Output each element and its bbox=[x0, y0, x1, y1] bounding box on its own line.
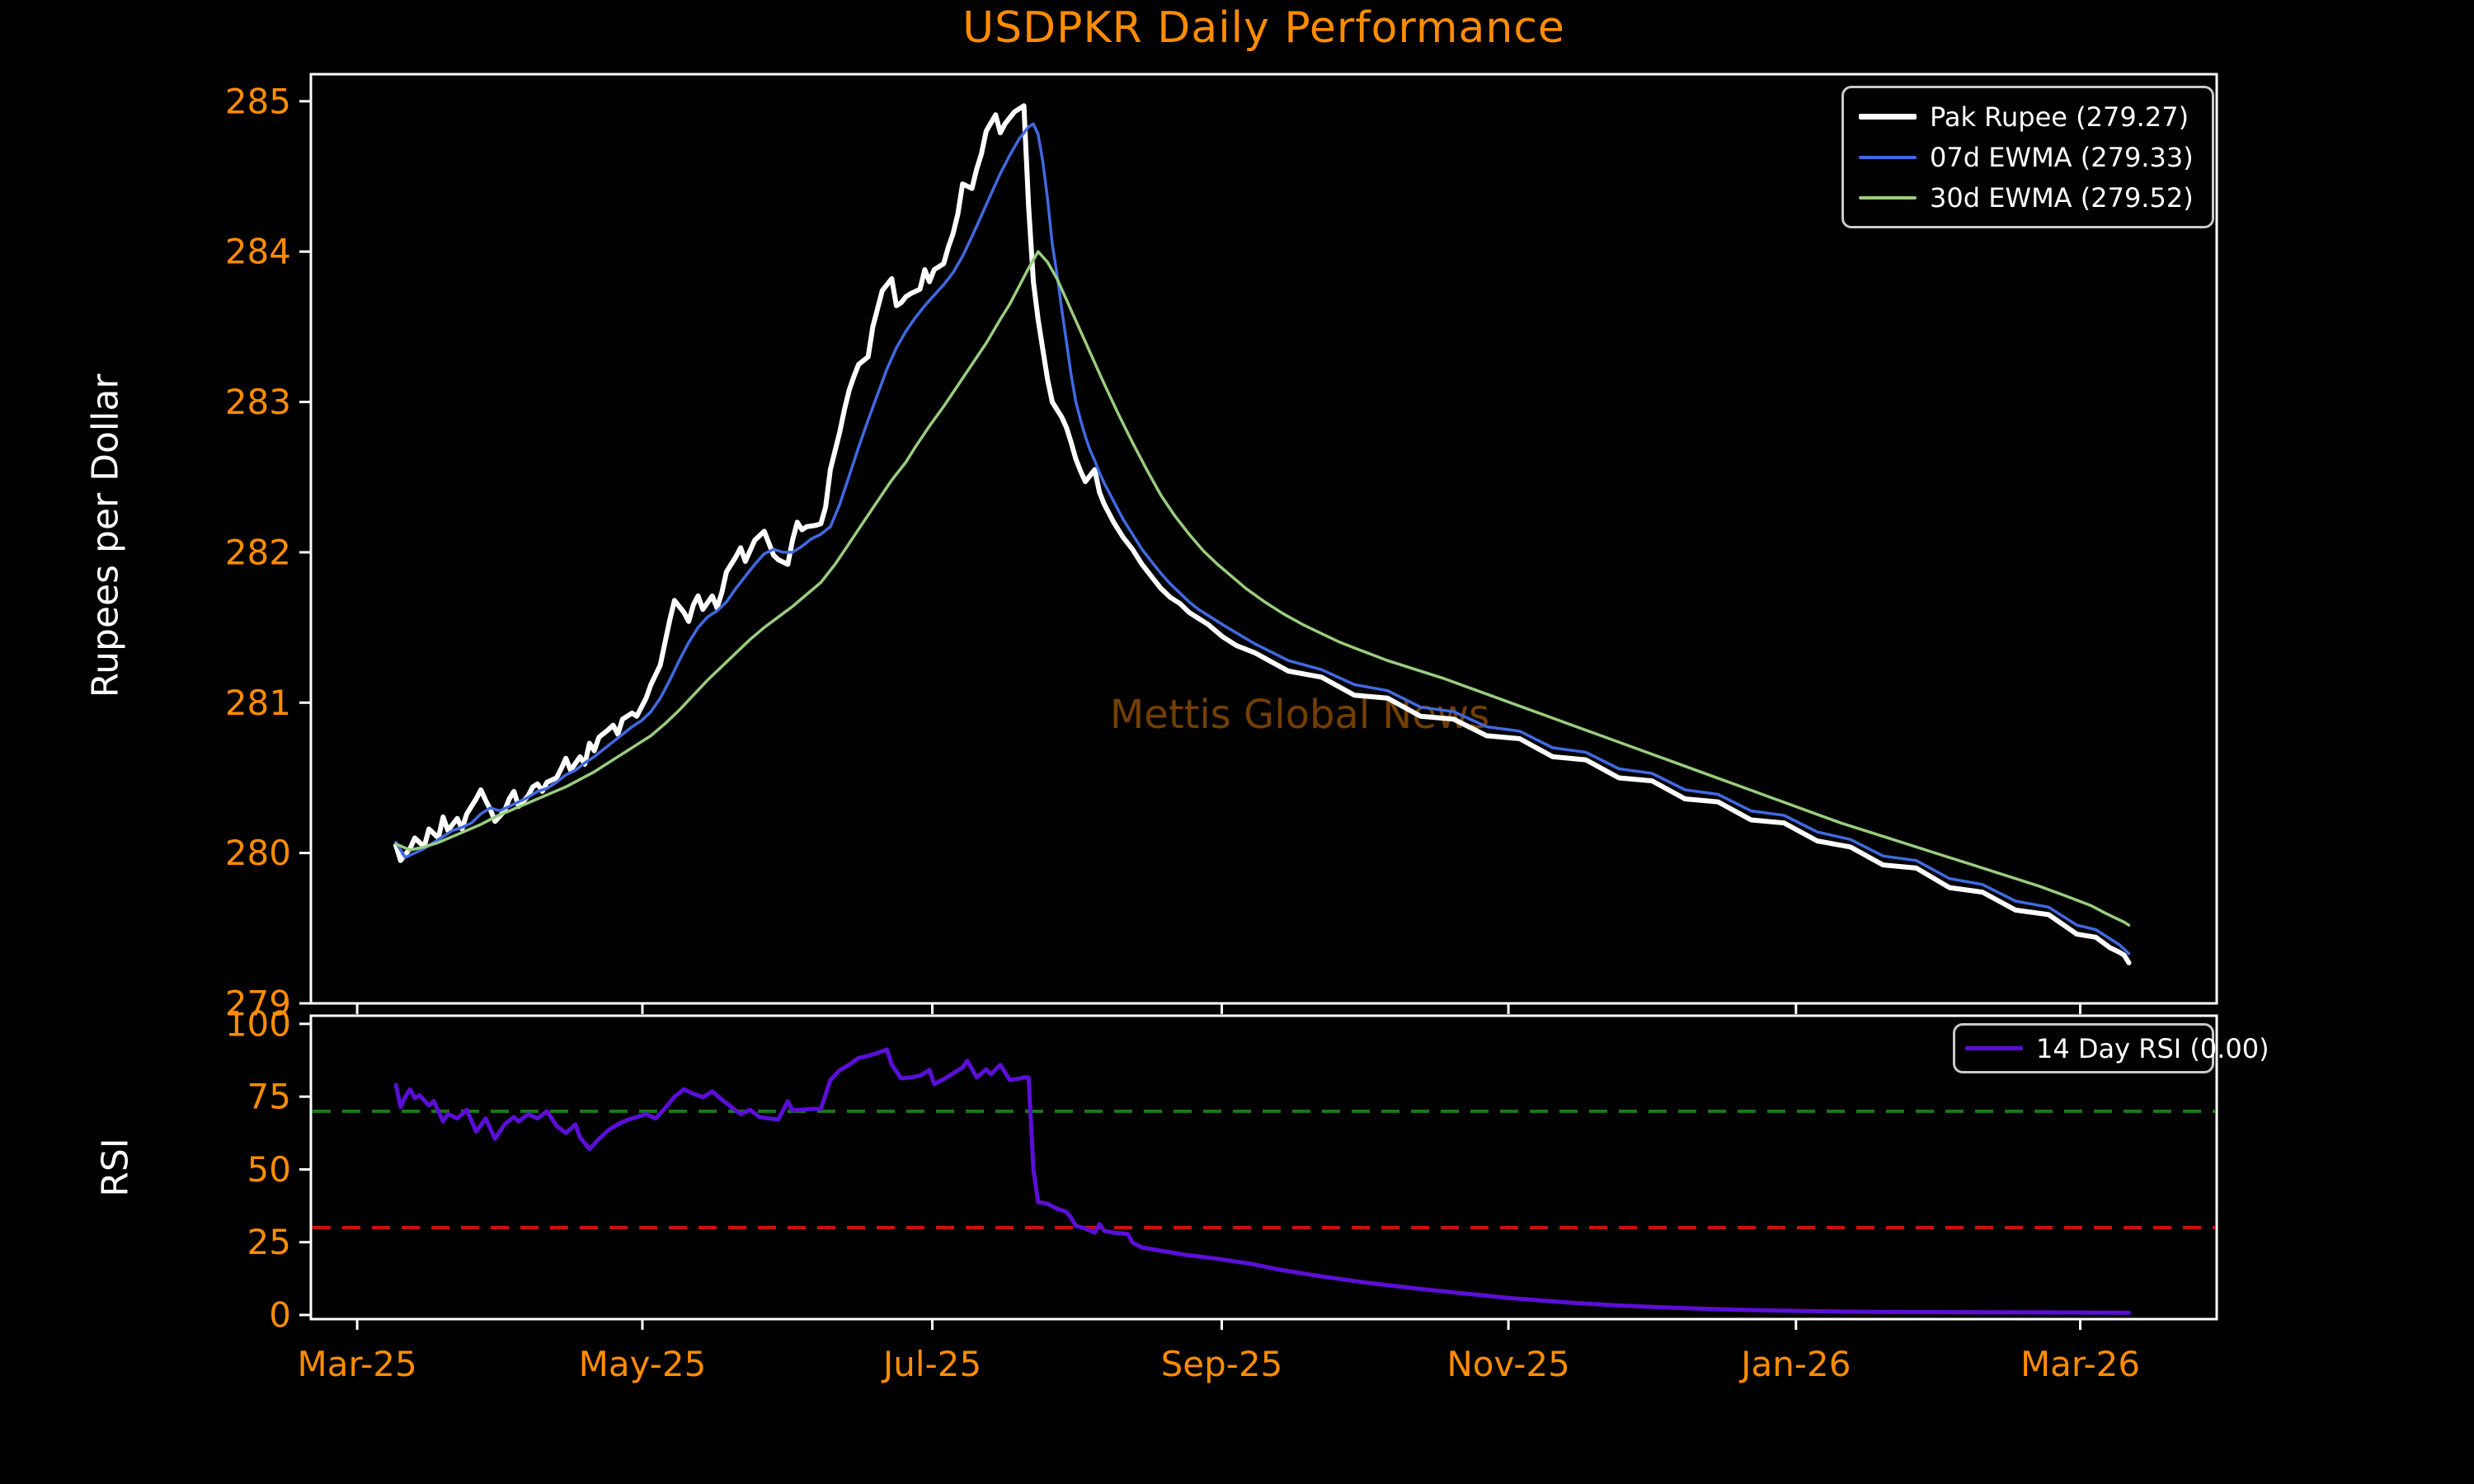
legend-label: 30d EWMA (279.52) bbox=[1930, 181, 2194, 214]
rsi-y-tick-label: 0 bbox=[269, 1294, 291, 1335]
main-y-tick-label: 284 bbox=[225, 232, 291, 272]
series-07d-ewma bbox=[394, 122, 2131, 956]
main-panel-frame bbox=[309, 73, 2218, 1005]
x-tick-label: Mar-26 bbox=[2020, 1344, 2140, 1384]
rsi-y-tick-label: 25 bbox=[247, 1222, 291, 1262]
legend-item-pak-rupee: Pak Rupee (279.27) bbox=[1859, 101, 2197, 133]
x-tick-label: May-25 bbox=[579, 1344, 707, 1384]
x-tick-label: Nov-25 bbox=[1446, 1344, 1569, 1384]
main-y-tick-label: 285 bbox=[225, 81, 291, 121]
main-y-tick-label: 282 bbox=[225, 532, 291, 572]
chart-title: USDPKR Daily Performance bbox=[962, 3, 1565, 53]
rsi-line-sample bbox=[1965, 1046, 2023, 1050]
main-y-tick-label: 280 bbox=[225, 833, 291, 873]
legend-item-ewma30: 30d EWMA (279.52) bbox=[1859, 182, 2197, 214]
pak-rupee-line-sample bbox=[1859, 114, 1917, 120]
series-pak-rupee bbox=[393, 103, 2132, 965]
legend-label: 07d EWMA (279.33) bbox=[1930, 141, 2194, 173]
x-tick-label: Mar-25 bbox=[298, 1344, 417, 1384]
x-tick-label: Jan-26 bbox=[1738, 1344, 1851, 1384]
rsi-panel-frame bbox=[309, 1014, 2218, 1321]
rsi-y-tick-label: 50 bbox=[247, 1149, 291, 1190]
ewma30-line-sample bbox=[1859, 195, 1917, 200]
x-tick-label: Sep-25 bbox=[1161, 1344, 1283, 1384]
rsi-y-tick-label: 100 bbox=[225, 1003, 291, 1044]
main-y-tick-label: 283 bbox=[225, 382, 291, 422]
series-30d-ewma bbox=[394, 250, 2131, 927]
x-tick-label: Jul-25 bbox=[881, 1344, 981, 1384]
main-y-tick-label: 281 bbox=[225, 683, 291, 723]
legend-item-rsi: 14 Day RSI (0.00) bbox=[1965, 1033, 2269, 1064]
series-14-day-rsi bbox=[393, 1047, 2131, 1315]
legend-label: Pak Rupee (279.27) bbox=[1930, 101, 2189, 133]
legend-item-ewma07: 07d EWMA (279.33) bbox=[1859, 142, 2197, 173]
main-y-tick-label: 279 bbox=[225, 984, 291, 1024]
legend-label: 14 Day RSI (0.00) bbox=[2036, 1032, 2269, 1064]
main-legend: Pak Rupee (279.27) 07d EWMA (279.33) 30d… bbox=[1841, 86, 2214, 228]
ewma07-line-sample bbox=[1859, 155, 1917, 159]
rsi-legend: 14 Day RSI (0.00) bbox=[1953, 1023, 2269, 1073]
rsi-y-tick-label: 75 bbox=[247, 1077, 291, 1117]
